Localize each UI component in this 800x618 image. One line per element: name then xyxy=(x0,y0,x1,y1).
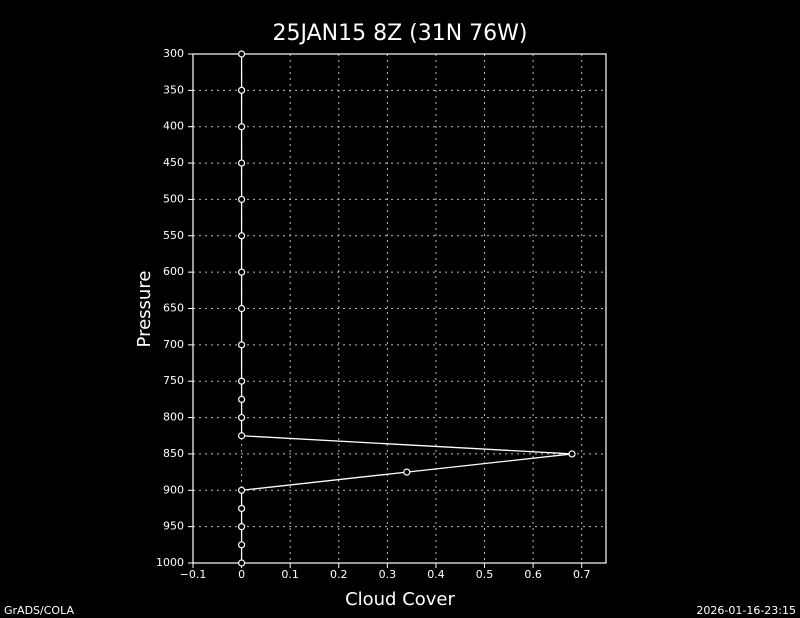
data-point xyxy=(403,468,411,476)
chart-title: 25JAN15 8Z (31N 76W) xyxy=(272,21,527,46)
x-tick-label: 0.5 xyxy=(476,568,494,581)
data-point xyxy=(237,523,246,531)
data-point xyxy=(237,86,246,94)
y-tick-label: 700 xyxy=(163,338,184,351)
y-tick-label: 900 xyxy=(163,483,184,496)
data-point xyxy=(237,50,246,58)
y-tick-label: 850 xyxy=(163,447,184,460)
data-point xyxy=(237,413,246,422)
x-tick-label: 0.3 xyxy=(379,568,397,581)
x-tick-label: −0.1 xyxy=(180,568,207,581)
y-tick-label: 400 xyxy=(163,120,184,133)
y-tick-label: 350 xyxy=(163,83,184,96)
y-tick-label: 800 xyxy=(163,411,184,424)
footer-right: 2026-01-16-23:15 xyxy=(696,604,796,617)
data-point xyxy=(237,232,246,240)
data-point xyxy=(237,486,246,494)
data-point xyxy=(237,541,246,549)
data-point xyxy=(237,432,246,440)
x-tick-label: 0.6 xyxy=(524,568,542,581)
y-tick-label: 750 xyxy=(163,374,184,387)
y-tick-label: 550 xyxy=(163,229,184,242)
data-point xyxy=(237,268,246,276)
x-tick-label: 0 xyxy=(238,568,245,581)
data-point xyxy=(237,195,246,204)
x-tick-label: 0.7 xyxy=(573,568,591,581)
y-tick-label: 450 xyxy=(163,156,184,169)
x-tick-label: 0.2 xyxy=(330,568,348,581)
data-point xyxy=(237,159,246,167)
y-tick-label: 950 xyxy=(163,520,184,533)
data-point xyxy=(237,304,246,313)
profile-line xyxy=(240,54,573,563)
data-point xyxy=(237,559,246,567)
y-tick-label: 500 xyxy=(163,192,184,205)
x-tick-label: 0.4 xyxy=(427,568,445,581)
data-point xyxy=(237,395,246,403)
y-tick-label: 300 xyxy=(163,47,184,60)
plot-frame xyxy=(192,53,607,564)
data-point xyxy=(237,341,246,349)
x-tick-label: 0.1 xyxy=(281,568,299,581)
data-point xyxy=(237,123,246,131)
data-point xyxy=(237,377,246,385)
data-point xyxy=(237,504,246,513)
y-tick-label: 600 xyxy=(163,265,184,278)
y-tick-label: 1000 xyxy=(156,556,184,569)
y-axis-label: Pressure xyxy=(134,271,155,348)
x-axis-label: Cloud Cover xyxy=(345,589,455,610)
data-point xyxy=(568,450,576,458)
y-tick-label: 650 xyxy=(163,302,184,315)
footer-left: GrADS/COLA xyxy=(4,604,74,617)
